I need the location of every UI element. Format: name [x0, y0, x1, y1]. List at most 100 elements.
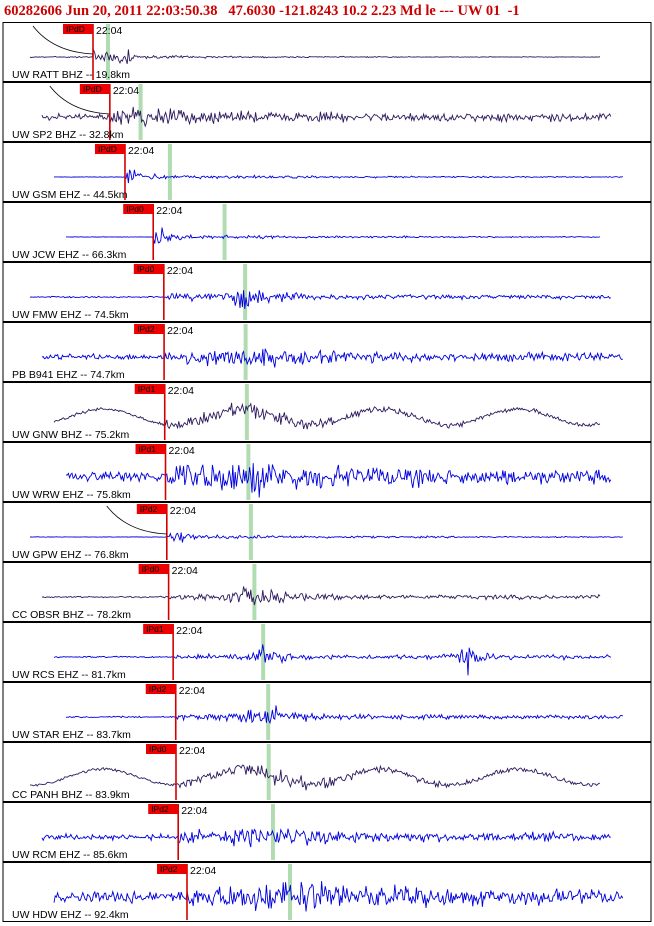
waveform: [65, 463, 612, 498]
time-tick-label: 22:04: [113, 85, 139, 97]
pick-flag-label: IPd0: [137, 264, 155, 274]
pick-flag: [79, 84, 110, 94]
pick-flag-label: IPd1: [138, 384, 156, 394]
trace-panel: IPd0 22:04 UW FMW EHZ -- 74.5km: [2, 262, 652, 322]
waveform: [41, 348, 623, 368]
pick-flag-label: IPd0: [149, 744, 167, 754]
time-tick-label: 22:04: [167, 265, 193, 277]
pick-flag-label: IPd1: [139, 444, 157, 454]
station-label: UW SP2 BHZ -- 32.8km: [12, 129, 124, 141]
station-label: UW RCM EHZ -- 85.6km: [12, 849, 128, 861]
pick-flag: [123, 204, 154, 214]
pick-flag: [145, 744, 176, 754]
waveform: [30, 532, 623, 543]
trace-panel: IPd2 22:04 UW GPW EHZ -- 76.8km: [2, 502, 652, 562]
pick-flag-label: IPd2: [151, 804, 169, 814]
trace-panel: IPd1 22:04 UW GNW BHZ -- 75.2km: [2, 382, 652, 442]
s-pick-band: [222, 204, 227, 260]
time-tick-label: 22:04: [169, 445, 195, 457]
trace-panel: IPdD 22:04 UW SP2 BHZ -- 32.8km: [2, 82, 652, 142]
pick-flag: [94, 144, 125, 154]
s-pick-band: [246, 444, 251, 500]
pick-flag: [134, 384, 165, 394]
station-label: UW JCW EHZ -- 66.3km: [12, 249, 127, 261]
panel-stack: IPdD 22:04 UW RATT BHZ -- 19.8km IPdD 22:04 U…: [2, 22, 652, 922]
trace-panel: IPd0 22:04 CC PANH BHZ -- 83.9km: [2, 742, 652, 802]
time-tick-label: 22:04: [179, 745, 205, 757]
time-tick-label: 22:04: [172, 565, 198, 577]
time-tick-label: 22:04: [167, 325, 193, 337]
s-pick-band: [106, 24, 110, 80]
station-label: UW GPW EHZ -- 76.8km: [12, 549, 129, 561]
waveform: [29, 764, 601, 791]
station-label: UW WRW EHZ -- 75.8km: [12, 489, 131, 501]
pick-flag-label: IPd2: [137, 324, 155, 334]
station-label: UW GSM EHZ -- 44.5km: [12, 189, 128, 201]
time-tick-label: 22:04: [128, 145, 154, 157]
pick-flag-label: IPdD: [66, 24, 85, 34]
panel-frame: [2, 82, 652, 142]
s-pick-band: [244, 384, 249, 440]
panel-frame: [2, 622, 652, 682]
pick-flag-label: IPd0: [142, 564, 160, 574]
trace-panel: IPd2 22:04 UW HDW EHZ -- 92.4km: [2, 862, 652, 922]
trace-panel: IPd1 22:04 UW RCS EHZ -- 81.7km: [2, 622, 652, 682]
time-tick-label: 22:04: [156, 205, 182, 217]
pick-flag: [134, 324, 165, 334]
waveform: [53, 402, 601, 430]
pick-flag: [135, 444, 166, 454]
s-pick-band: [266, 744, 271, 800]
time-tick-label: 22:04: [181, 805, 207, 817]
pick-flag-label: IPdD: [83, 84, 102, 94]
waveform: [29, 290, 612, 310]
waveform: [41, 828, 611, 848]
waveform: [65, 705, 624, 725]
trace-panel: IPdD 22:04 UW GSM EHZ -- 44.5km: [2, 142, 652, 202]
s-pick-band: [167, 144, 172, 200]
station-label: UW GNW BHZ -- 75.2km: [12, 429, 130, 441]
panel-frame: [2, 22, 652, 82]
time-tick-label: 22:04: [176, 625, 202, 637]
station-label: UW RATT BHZ -- 19.8km: [12, 69, 130, 81]
trace-panel: IPd2 22:04 PB B941 EHZ -- 74.7km: [2, 322, 652, 382]
waveform: [53, 881, 624, 912]
panel-frame: [2, 382, 652, 442]
station-label: CC PANH BHZ -- 83.9km: [12, 789, 130, 801]
waveform: [53, 169, 623, 184]
waveform: [66, 227, 601, 244]
panel-frame: [2, 562, 652, 622]
trace-panel: IPd2 22:04 UW RCM EHZ -- 85.6km: [2, 802, 652, 862]
time-tick-label: 22:04: [168, 385, 194, 397]
pick-flag-label: IPdD: [98, 144, 117, 154]
panel-frame: [2, 862, 652, 922]
waveform: [29, 48, 601, 65]
s-pick-band: [243, 324, 248, 380]
station-label: UW RCS EHZ -- 81.7km: [12, 669, 126, 681]
panel-frame: [2, 442, 652, 502]
pick-flag-label: IPd2: [160, 864, 178, 874]
panel-frame: [2, 262, 652, 322]
pick-flag: [145, 684, 176, 694]
travel-time-curve: [106, 505, 167, 535]
trace-panel: IPd2 22:04 UW STAR EHZ -- 83.7km: [2, 682, 652, 742]
s-pick-band: [248, 504, 253, 560]
station-label: UW FMW EHZ -- 74.5km: [12, 309, 129, 321]
pick-flag: [138, 564, 169, 574]
waveform: [41, 586, 601, 606]
station-label: CC OBSR BHZ -- 78.2km: [12, 609, 131, 621]
panel-frame: [2, 202, 652, 262]
pick-flag-label: IPd2: [140, 504, 158, 514]
s-pick-band: [288, 864, 292, 920]
panel-frame: [2, 322, 652, 382]
pick-flag: [133, 264, 164, 274]
station-label: PB B941 EHZ -- 74.7km: [12, 369, 125, 381]
travel-time-curve: [32, 25, 94, 55]
panel-frame: [2, 742, 652, 802]
time-tick-label: 22:04: [179, 685, 205, 697]
s-pick-band: [243, 264, 248, 320]
travel-time-curve: [49, 85, 110, 115]
trace-panel: IPdD 22:04 UW RATT BHZ -- 19.8km: [2, 22, 652, 82]
panel-frame: [2, 802, 652, 862]
station-label: UW HDW EHZ -- 92.4km: [12, 909, 129, 921]
trace-panel: IPd0 22:04 UW JCW EHZ -- 66.3km: [2, 202, 652, 262]
